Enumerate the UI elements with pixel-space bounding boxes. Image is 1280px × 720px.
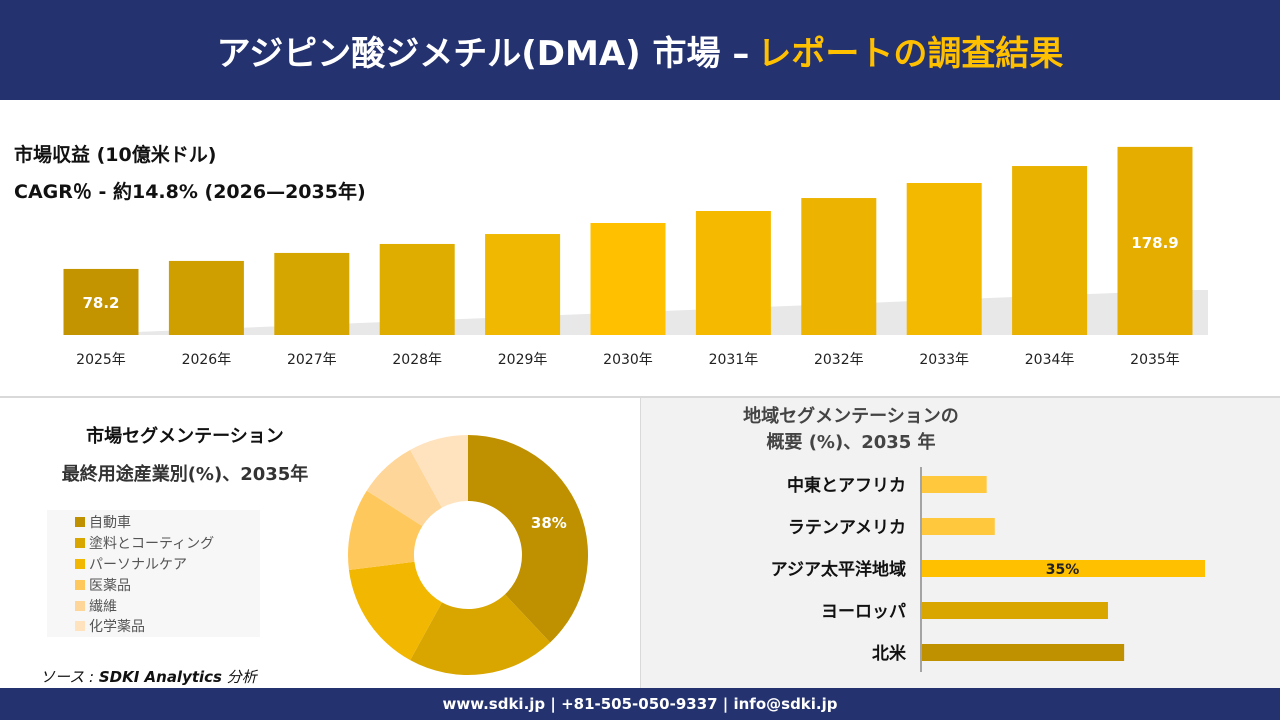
legend-swatch: [75, 621, 85, 632]
segment-title: 市場セグメンテーション: [86, 426, 284, 447]
title-main: アジピン酸ジメチル(DMA) 市場 –: [216, 33, 750, 74]
bar-data-label: 178.9: [1131, 234, 1178, 252]
region-panel: [641, 398, 1280, 688]
region-bar: [922, 560, 1205, 577]
region-label: ヨーロッパ: [821, 602, 906, 622]
x-tick-label: 2035年: [1130, 352, 1180, 368]
legend-label: 塗料とコーティング: [89, 536, 215, 553]
region-bar: [922, 644, 1125, 661]
region-label: ラテンアメリカ: [788, 518, 906, 538]
legend-swatch: [75, 538, 85, 549]
divider: [0, 396, 1280, 398]
revenue-title: 市場収益 (10億米ドル): [14, 144, 217, 166]
donut-data-label: 38%: [531, 514, 567, 532]
bar: [695, 211, 771, 335]
donut-slice: [348, 561, 442, 661]
bar: [168, 260, 244, 335]
x-tick-label: 2027年: [287, 352, 337, 368]
legend-swatch: [75, 579, 85, 590]
donut-slice: [366, 449, 442, 527]
donut-slice: [410, 435, 468, 508]
x-tick-label: 2032年: [814, 352, 864, 368]
donut-legend: 自動車塗料とコーティング パーソナルケア 医薬品繊維化学薬品: [47, 510, 260, 637]
bar: [801, 198, 877, 335]
legend-item: 化学薬品: [75, 616, 260, 637]
region-title-line1: 地域セグメンテーションの: [743, 406, 959, 427]
source-prefix: ソース :: [40, 668, 99, 686]
donut-slice: [410, 594, 551, 676]
bar: [379, 243, 455, 335]
bar-data-label: 78.2: [82, 294, 119, 312]
source-note: ソース : SDKI Analytics 分析: [40, 666, 257, 687]
x-tick-label: 2029年: [498, 352, 548, 368]
x-tick-label: 2025年: [76, 352, 126, 368]
x-tick-label: 2026年: [182, 352, 232, 368]
bar: [1117, 146, 1193, 335]
source-suffix: 分析: [222, 668, 257, 686]
region-label: アジア太平洋地域: [771, 559, 906, 580]
segment-subtitle: 最終用途産業別(%)、2035年: [61, 464, 309, 485]
x-tick-label: 2034年: [1025, 352, 1075, 368]
legend-swatch: [75, 517, 85, 528]
legend-item: 塗料とコーティング: [75, 533, 260, 554]
legend-label: 化学薬品: [89, 619, 145, 636]
title-accent: レポートの調査結果: [757, 33, 1064, 74]
bar: [274, 252, 350, 335]
legend-label: パーソナルケア: [89, 556, 187, 573]
legend-item: パーソナルケア: [75, 554, 260, 575]
donut-slice: [348, 490, 423, 571]
x-tick-label: 2031年: [709, 352, 759, 368]
region-title-line2: 概要 (%)、2035 年: [766, 432, 936, 453]
x-tick-label: 2033年: [919, 352, 969, 368]
region-label: 北米: [872, 643, 907, 664]
header-banner: アジピン酸ジメチル(DMA) 市場 – レポートの調査結果: [0, 0, 1280, 100]
legend-label: 繊維: [89, 598, 117, 615]
legend-label: 自動車: [89, 515, 131, 532]
legend-item: 自動車: [75, 512, 260, 533]
region-data-label: 35%: [1046, 562, 1080, 578]
bar: [63, 268, 139, 335]
legend-swatch: [75, 558, 85, 569]
cagr-subtitle: CAGR％ - 約14.8% (2026—2035年): [14, 181, 366, 203]
bar: [485, 234, 561, 335]
legend-item: 繊維: [75, 595, 260, 616]
region-label: 中東とアフリカ: [787, 475, 906, 496]
region-bar: [922, 518, 995, 535]
region-bar: [922, 476, 987, 493]
bar: [906, 183, 982, 335]
footer: www.sdki.jp | +81-505-050-9337 | info@sd…: [0, 688, 1280, 720]
vertical-divider: [640, 398, 641, 688]
region-title: 地域セグメンテーションの 概要 (%)、2035 年: [641, 404, 1061, 456]
donut-slice: [468, 435, 588, 643]
legend-label: 医薬品: [89, 577, 131, 594]
contact-info: www.sdki.jp | +81-505-050-9337 | info@sd…: [442, 695, 838, 713]
region-bar: [922, 602, 1108, 619]
source-brand: SDKI Analytics: [98, 668, 222, 686]
bar: [1012, 166, 1088, 335]
legend-swatch: [75, 600, 85, 611]
x-tick-label: 2028年: [392, 352, 442, 368]
legend-item: 医薬品: [75, 574, 260, 595]
x-tick-label: 2030年: [603, 352, 653, 368]
bar: [590, 223, 666, 335]
